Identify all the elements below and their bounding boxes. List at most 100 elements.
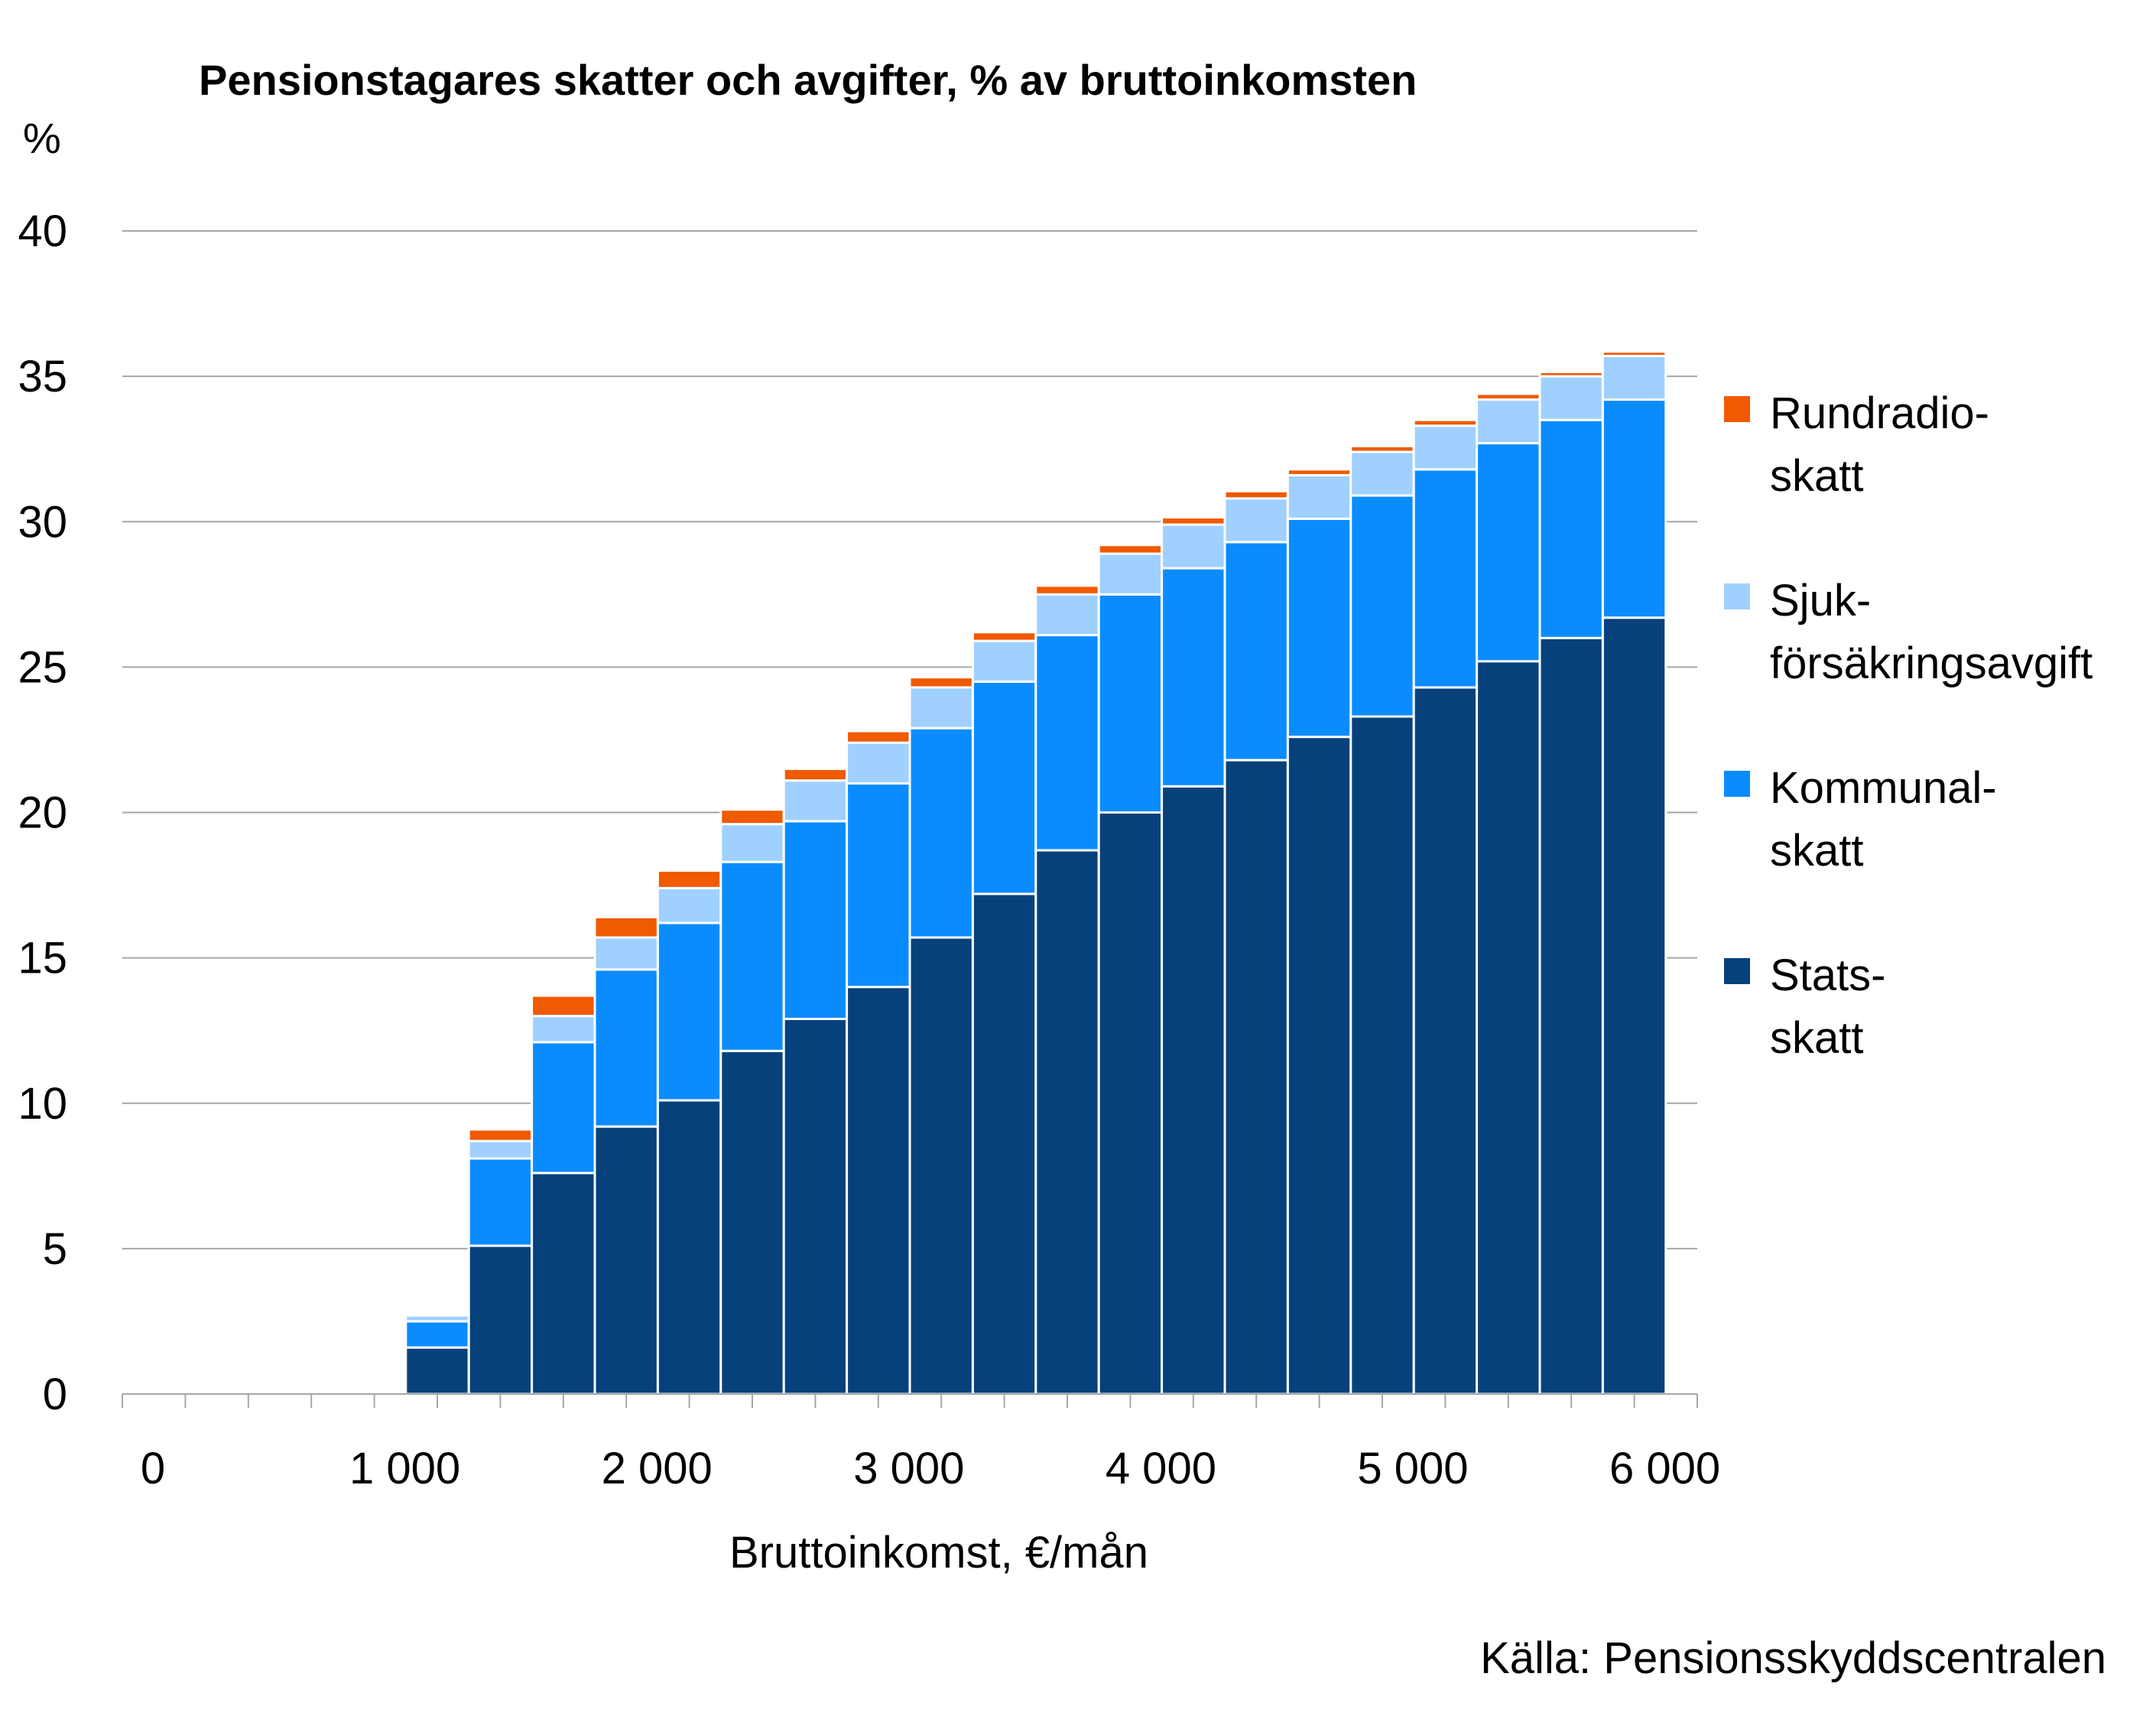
bar-segment-2-7 (846, 741, 911, 785)
y-tick-label: 10 (18, 1079, 67, 1129)
bar-segment-1-2 (531, 1041, 596, 1175)
legend-label: Rundradio-skatt (1770, 388, 1989, 501)
bar-segment-0-10 (1034, 849, 1100, 1396)
source-note: Källa: Pensionsskyddscentralen (1480, 1633, 2106, 1683)
bar-segment-2-2 (531, 1015, 596, 1044)
bar-segment-0-4 (656, 1099, 722, 1396)
bar-segment-0-7 (846, 986, 911, 1396)
bar-segment-0-19 (1601, 616, 1667, 1396)
bar-segment-2-3 (593, 936, 659, 971)
bar-segment-3-11 (1097, 544, 1164, 555)
bar-segment-1-14 (1286, 517, 1352, 739)
bar-segment-3-2 (531, 994, 596, 1018)
bar-segment-2-12 (1161, 523, 1226, 570)
bar-segment-0-8 (908, 936, 974, 1396)
bar-segment-3-4 (656, 869, 722, 889)
bar-segment-0-18 (1538, 636, 1604, 1396)
axes: 0 5 10 15 20 25 30 35 40 0 1 000 2 000 3 000 4 000 5 0… (18, 206, 1720, 1493)
bar-segment-1-10 (1034, 634, 1100, 852)
bar-segment-1-9 (971, 680, 1037, 895)
legend-label: Kommunal-skatt (1770, 763, 1997, 876)
legend-swatch (1724, 771, 1750, 797)
y-tick-label: 15 (18, 934, 67, 983)
bar-segment-3-13 (1223, 489, 1289, 500)
bar-segment-3-6 (782, 767, 849, 782)
bar-segment-0-3 (593, 1125, 659, 1396)
x-tick-label: 3 000 (853, 1444, 964, 1493)
bar-segment-2-17 (1476, 398, 1541, 445)
y-tick-label: 20 (18, 788, 67, 838)
y-tick-label: 30 (18, 497, 67, 547)
bar-segment-1-8 (908, 726, 974, 939)
bar-segment-2-0 (404, 1314, 470, 1323)
bar-segment-0-17 (1476, 660, 1541, 1396)
bar-segment-2-13 (1223, 497, 1289, 544)
bar-segment-1-16 (1412, 468, 1479, 689)
x-tick-label: 2 000 (602, 1444, 713, 1493)
bar-segment-0-1 (467, 1244, 534, 1396)
bar-segment-0-6 (782, 1017, 849, 1396)
legend: Rundradio-skatt Sjuk-försäkringsavgift Kom… (1724, 388, 2093, 1063)
bar-segment-0-14 (1286, 736, 1352, 1396)
bar-segment-2-5 (719, 823, 785, 863)
y-tick-label: 25 (18, 642, 67, 692)
bar-segment-3-9 (971, 631, 1037, 642)
bar-segment-0-12 (1161, 785, 1226, 1396)
bar-segment-1-6 (782, 820, 849, 1020)
y-tick-label: 0 (43, 1370, 67, 1419)
bar-segment-1-5 (719, 860, 785, 1052)
bar-segment-0-13 (1223, 759, 1289, 1396)
legend-label: Sjuk-försäkringsavgift (1770, 576, 2093, 688)
bar-segment-3-19 (1601, 350, 1667, 358)
bar-segment-1-15 (1349, 494, 1415, 718)
bar-segment-1-1 (467, 1157, 534, 1247)
bar-segment-3-10 (1034, 584, 1100, 596)
bar-segment-0-0 (404, 1346, 470, 1396)
chart-title: Pensionstagares skatter och avgifter, % … (199, 56, 1417, 104)
bar-segment-2-15 (1349, 450, 1415, 497)
bar-segment-1-13 (1223, 541, 1289, 762)
y-tick-label: 35 (18, 352, 67, 401)
bar-segment-3-16 (1412, 418, 1479, 427)
bar-segment-0-2 (531, 1171, 596, 1396)
x-tick-label: 0 (141, 1444, 165, 1493)
x-tick-label: 4 000 (1106, 1444, 1216, 1493)
bar-segment-0-9 (971, 892, 1037, 1396)
bar-segment-2-9 (971, 639, 1037, 683)
bar-segment-3-17 (1476, 392, 1541, 401)
bar-segment-1-17 (1476, 442, 1541, 663)
y-axis-label: % (23, 114, 61, 162)
bar-segment-2-18 (1538, 375, 1604, 421)
x-tick-label: 1 000 (349, 1444, 460, 1493)
bar-segment-0-15 (1349, 715, 1415, 1396)
x-tick-label: 5 000 (1357, 1444, 1468, 1493)
bar-segment-3-18 (1538, 370, 1604, 378)
x-tick-label: 6 000 (1609, 1444, 1720, 1493)
y-tick-label: 5 (43, 1224, 67, 1274)
bar-segment-2-19 (1601, 355, 1667, 401)
bar-segment-1-19 (1601, 398, 1667, 619)
bar-segment-3-14 (1286, 468, 1352, 476)
bar-segment-0-5 (719, 1049, 785, 1396)
bar-segment-0-16 (1412, 686, 1479, 1396)
bar-segment-2-16 (1412, 424, 1479, 471)
bar-segment-2-1 (467, 1139, 534, 1160)
bar-segment-1-0 (404, 1320, 470, 1349)
legend-swatch (1724, 958, 1750, 984)
bar-segment-1-18 (1538, 418, 1604, 639)
bar-segment-3-12 (1161, 516, 1226, 526)
legend-swatch (1724, 583, 1750, 609)
legend-swatch (1724, 396, 1750, 422)
x-axis-label: Bruttoinkomst, €/mån (729, 1528, 1148, 1578)
bars (404, 350, 1667, 1396)
bar-segment-1-3 (593, 968, 659, 1128)
bar-segment-2-10 (1034, 593, 1100, 637)
bar-segment-1-7 (846, 782, 911, 989)
bar-segment-2-11 (1097, 552, 1164, 596)
bar-segment-2-4 (656, 886, 722, 924)
bar-segment-2-8 (908, 686, 974, 730)
bar-segment-3-8 (908, 676, 974, 689)
bar-segment-3-5 (719, 808, 785, 826)
bar-segment-3-7 (846, 730, 911, 744)
